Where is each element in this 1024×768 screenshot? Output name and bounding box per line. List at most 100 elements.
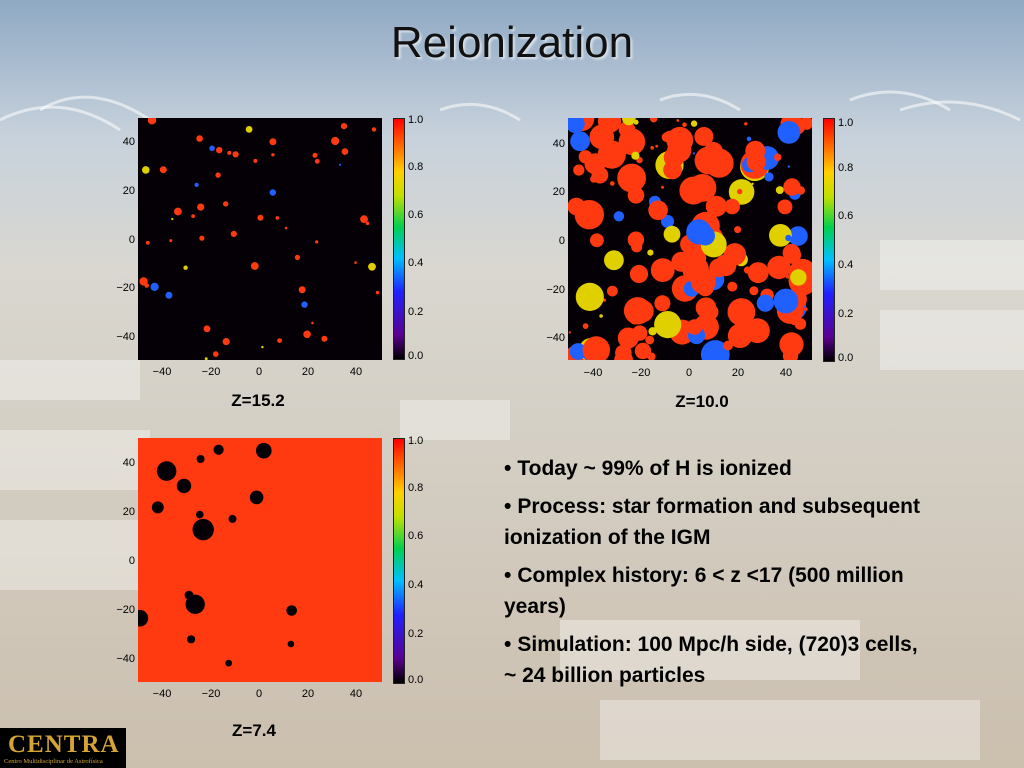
ionized-bubble	[743, 266, 752, 274]
ionized-bubble	[375, 290, 380, 295]
ionized-bubble	[227, 150, 232, 155]
ionized-bubble	[682, 122, 687, 127]
ionized-bubble	[645, 335, 655, 345]
ionized-bubble	[610, 181, 615, 186]
ionized-bubble	[783, 246, 802, 264]
x-tick: 40	[779, 367, 793, 379]
ionized-bubble	[632, 325, 648, 341]
ionized-bubble	[744, 122, 748, 126]
ionized-bubble	[767, 255, 791, 280]
ionized-bubble	[679, 176, 708, 205]
ionized-bubble	[145, 240, 150, 245]
ionized-bubble	[654, 295, 671, 312]
ionized-bubble	[575, 282, 604, 311]
ionized-bubble	[785, 234, 792, 242]
ionized-bubble	[769, 224, 792, 247]
ionized-bubble	[159, 166, 167, 174]
ionized-bubble	[737, 188, 743, 195]
ionized-bubble	[790, 319, 797, 326]
ionized-bubble	[191, 214, 195, 218]
neutral-region	[196, 455, 205, 463]
ionized-bubble	[705, 182, 714, 191]
neutral-region	[176, 478, 192, 494]
neutral-region	[213, 444, 224, 455]
map-background	[138, 438, 382, 682]
ionized-bubble	[614, 350, 633, 360]
ionized-bubble	[800, 118, 812, 130]
neutral-region	[192, 518, 214, 541]
colorbar	[393, 438, 405, 684]
x-tick: 0	[255, 366, 263, 378]
ionized-bubble	[724, 198, 740, 215]
neutral-region	[225, 659, 233, 667]
ionized-bubble	[650, 118, 658, 123]
ionized-bubble	[253, 158, 258, 163]
ionized-bubble	[695, 225, 715, 246]
ionized-bubble	[648, 200, 668, 221]
ionized-bubble	[223, 201, 229, 207]
ionized-bubble	[629, 264, 649, 284]
colorbar-tick: 0.0	[408, 350, 424, 362]
x-tick: 20	[731, 367, 745, 379]
ionized-bubble	[790, 269, 807, 286]
colorbar-tick: 0.2	[838, 308, 854, 320]
ionized-bubble	[599, 314, 603, 318]
ionized-bubble	[671, 251, 692, 272]
colorbar-tick: 0.8	[838, 162, 854, 174]
bullet-marker: •	[504, 495, 512, 519]
ionized-bubble	[340, 123, 348, 130]
ionized-bubble	[196, 135, 203, 142]
ionized-bubble	[627, 231, 645, 248]
ionized-bubble	[764, 172, 774, 182]
y-tick: 0	[558, 235, 565, 247]
ionized-bubble	[773, 288, 799, 314]
ionized-bubble	[573, 164, 585, 176]
colorbar-tick: 0.4	[408, 579, 424, 591]
ionized-bubble	[341, 148, 349, 155]
colorbar-tick: 0.6	[408, 530, 424, 542]
ionized-bubble	[626, 120, 630, 124]
ionized-bubble	[303, 330, 311, 339]
bullet-text: Simulation: 100 Mpc/h side, (720)3 cells…	[504, 633, 918, 687]
ionized-bubble	[147, 118, 157, 125]
ionized-bubble	[704, 148, 734, 178]
ionized-bubble	[661, 132, 672, 143]
colorbar-tick: 0.8	[408, 482, 424, 494]
ionization-field	[138, 438, 382, 682]
x-tick: 40	[349, 366, 363, 378]
ionized-bubble	[371, 127, 377, 132]
redshift-label: Z=7.4	[232, 721, 276, 740]
colorbar-tick: 0.0	[408, 674, 424, 686]
ionized-bubble	[569, 343, 587, 360]
colorbar-tick: 0.0	[838, 352, 854, 364]
ionized-bubble	[269, 189, 276, 196]
ionized-bubble	[803, 307, 808, 312]
colorbar-tick: 0.8	[408, 161, 424, 173]
bullet-item: • Complex history: 6 < z <17 (500 million…	[504, 561, 934, 622]
ionized-bubble	[746, 152, 766, 172]
y-tick: −40	[116, 331, 135, 343]
y-tick: 40	[552, 138, 565, 150]
ionized-bubble	[727, 298, 756, 326]
ionized-bubble	[783, 178, 801, 196]
neutral-region	[249, 490, 264, 505]
neutral-region	[286, 605, 297, 616]
ionized-bubble	[142, 166, 150, 174]
ionized-bubble	[784, 118, 787, 120]
ionized-bubble	[756, 294, 774, 312]
colorbar	[393, 118, 405, 360]
colorbar-tick: 0.6	[838, 210, 854, 222]
ionized-bubble	[751, 182, 754, 185]
y-tick: 20	[552, 186, 565, 198]
ionized-bubble	[747, 262, 769, 284]
ionized-bubble	[269, 138, 277, 146]
ionized-bubble	[284, 226, 288, 230]
ionized-bubble	[631, 151, 640, 160]
ionized-bubble	[315, 240, 319, 244]
y-tick: −20	[546, 284, 565, 296]
colorbar-tick: 0.2	[408, 628, 424, 640]
redshift-label: Z=10.0	[675, 392, 729, 411]
y-tick: 0	[128, 234, 135, 246]
ionized-bubble	[354, 261, 357, 264]
ionized-bubble	[734, 226, 742, 234]
